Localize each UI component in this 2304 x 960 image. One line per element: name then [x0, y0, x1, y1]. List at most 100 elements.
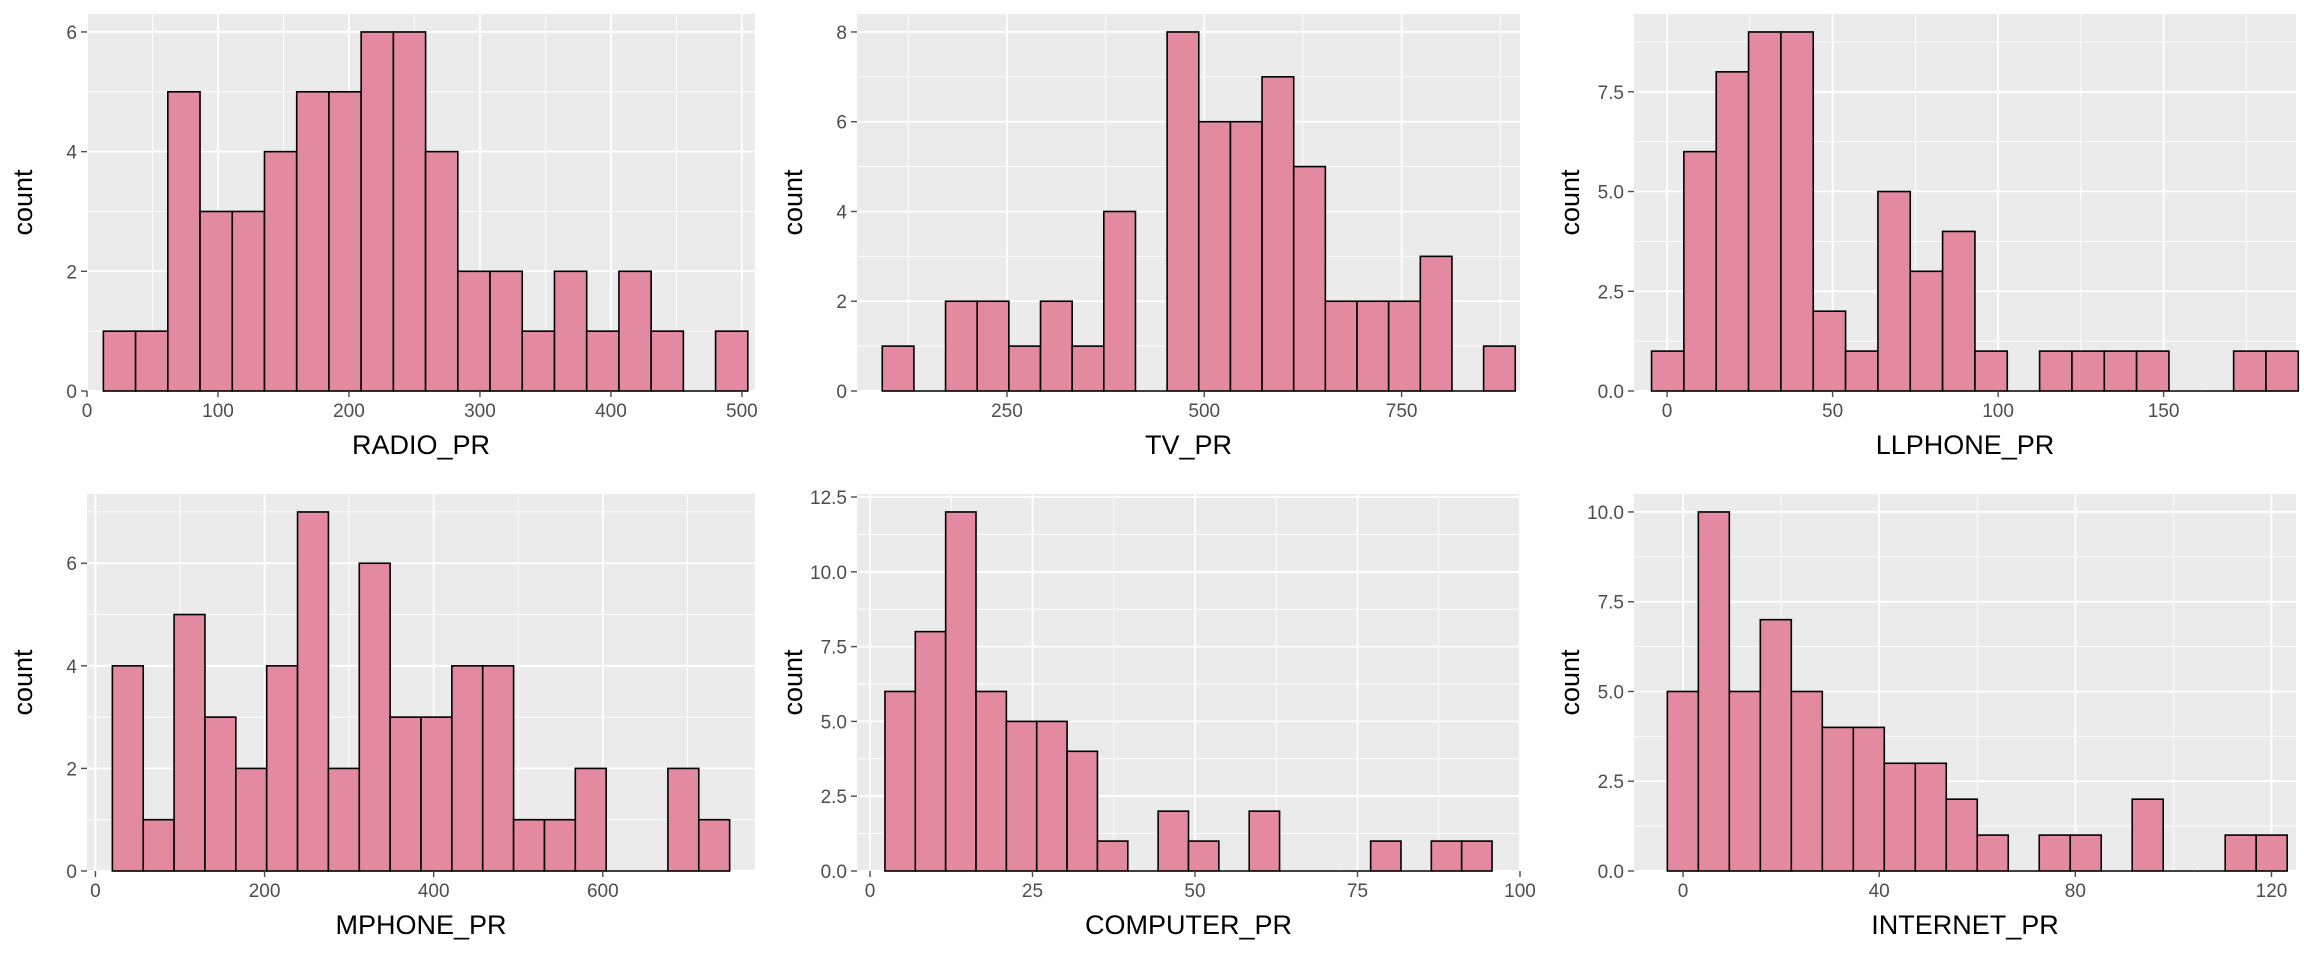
y-tick-label: 4: [836, 202, 847, 223]
histogram-bar: [489, 270, 524, 392]
y-tick-label: 2.5: [821, 787, 847, 808]
histogram-bar: [134, 330, 169, 392]
histogram-bar: [1005, 720, 1038, 872]
y-axis-title: count: [8, 169, 38, 236]
histogram-bar: [650, 330, 685, 392]
x-axis-title: COMPUTER_PR: [1085, 910, 1292, 940]
histogram-bar: [1035, 720, 1068, 872]
x-tick-label: 400: [595, 401, 627, 422]
histogram-bar: [2131, 798, 2165, 872]
histogram-bar: [1430, 840, 1463, 872]
histogram-bar: [1197, 120, 1232, 392]
y-tick-label: 2: [66, 759, 77, 780]
histogram-bar: [420, 716, 453, 872]
histogram-bar: [2069, 834, 2103, 872]
histogram-bar: [1914, 762, 1948, 872]
y-tick-label: 10.0: [1587, 503, 1624, 524]
x-tick-label: 0: [1662, 401, 1673, 422]
x-tick-label: 80: [2065, 881, 2086, 902]
x-axis-title: RADIO_PR: [352, 430, 490, 460]
x-axis-title: TV_PR: [1145, 430, 1232, 460]
histogram-bar: [944, 511, 977, 872]
x-axis-title: MPHONE_PR: [335, 910, 506, 940]
y-tick-label: 7.5: [1598, 593, 1624, 614]
y-tick-label: 2: [66, 262, 77, 283]
y-tick-label: 6: [66, 23, 77, 44]
histogram-bar: [1460, 840, 1493, 872]
y-tick-label: 4: [66, 143, 77, 164]
histogram-bar: [1976, 834, 2010, 872]
histogram-bar: [481, 665, 515, 872]
histogram-bar: [521, 330, 556, 392]
y-axis-title: count: [778, 169, 808, 236]
histogram-bar: [2224, 834, 2257, 872]
x-tick-label: 0: [82, 401, 93, 422]
histogram-bar: [2103, 350, 2138, 392]
y-tick-label: 6: [66, 554, 77, 575]
y-tick-label: 5.0: [821, 712, 847, 733]
histogram-bar: [1229, 120, 1263, 392]
y-tick-label: 0.0: [821, 862, 847, 883]
x-axis-title: LLPHONE_PR: [1876, 430, 2055, 460]
x-tick-label: 50: [1822, 401, 1843, 422]
y-axis-title: count: [778, 649, 808, 716]
histogram-bar: [1821, 726, 1855, 872]
histogram-bar: [1071, 345, 1105, 392]
histogram-bar: [2038, 350, 2073, 392]
histogram-bar: [2071, 350, 2106, 392]
histogram-bar: [392, 31, 427, 392]
histogram-bar: [697, 818, 731, 872]
x-tick-label: 250: [991, 401, 1023, 422]
histogram-bar: [976, 300, 1010, 392]
x-tick-label: 200: [249, 881, 281, 902]
histogram-panel: 0 200 400 600 0 2 4 6 MPHONE_PR count: [8, 494, 755, 940]
histogram-bar: [975, 690, 1008, 872]
histogram-bar: [714, 330, 749, 392]
y-tick-label: 0.0: [1598, 862, 1624, 883]
histogram-bar: [1697, 511, 1731, 872]
histogram-bar: [167, 90, 201, 392]
x-tick-label: 0: [865, 881, 876, 902]
histogram-bar: [457, 270, 491, 392]
y-axis-title: count: [1555, 169, 1585, 236]
y-tick-label: 0: [836, 382, 847, 403]
histogram-bar: [1877, 190, 1912, 392]
histogram-bar: [1909, 270, 1944, 392]
histogram-bar: [667, 767, 700, 872]
x-tick-label: 200: [333, 401, 365, 422]
histogram-bar: [1883, 762, 1917, 872]
histogram-bar: [553, 270, 588, 392]
histogram-bar: [295, 90, 330, 392]
histogram-bar: [512, 818, 546, 872]
histogram-bar: [2255, 834, 2288, 872]
y-tick-label: 8: [836, 23, 847, 44]
histogram-bar: [1945, 798, 1979, 872]
y-axis-title: count: [1555, 649, 1585, 716]
histogram-bar: [944, 300, 979, 392]
y-tick-label: 0: [66, 382, 77, 403]
y-tick-label: 7.5: [821, 638, 847, 659]
x-tick-label: 25: [1022, 881, 1043, 902]
histogram-bar: [296, 511, 330, 872]
histogram-bar: [1683, 150, 1718, 392]
histogram-bar: [2038, 834, 2072, 872]
histogram-bar: [1008, 345, 1042, 392]
y-tick-label: 2.5: [1598, 772, 1624, 793]
histogram-bar: [1482, 345, 1517, 392]
x-tick-label: 120: [2256, 881, 2288, 902]
histogram-bar: [585, 330, 620, 392]
histogram-bar: [231, 210, 266, 392]
histogram-bar: [2135, 350, 2170, 392]
histogram-bar: [884, 690, 917, 872]
histogram-bar: [1292, 165, 1327, 392]
histogram-bar: [1419, 255, 1453, 392]
histogram-panel: 0 100 200 300 400 500 0 2 4 6 RADIO_PR count: [8, 14, 758, 460]
x-tick-label: 100: [202, 401, 234, 422]
histogram-bar: [1728, 690, 1762, 872]
histogram-bar: [1157, 810, 1190, 872]
y-tick-label: 5.0: [1598, 183, 1624, 204]
y-tick-label: 5.0: [1598, 682, 1624, 703]
histogram-bar: [1852, 726, 1886, 872]
x-tick-label: 400: [418, 881, 450, 902]
histogram-panel: 250 500 750 0 2 4 6 8 TV_PR count: [778, 14, 1520, 460]
